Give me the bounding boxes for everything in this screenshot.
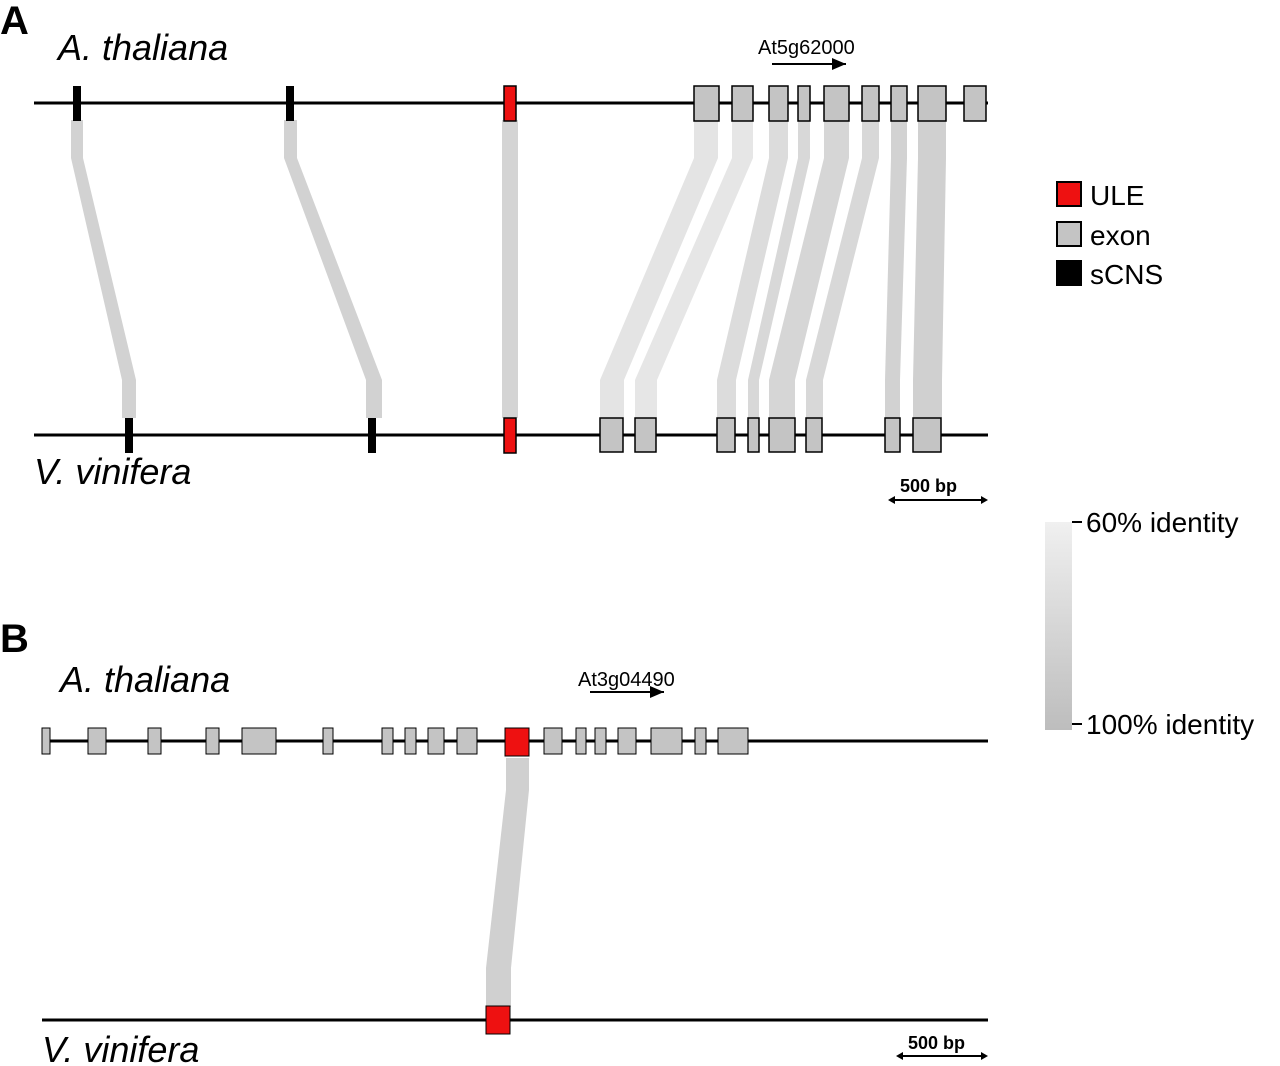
- panel-a: A A. thaliana V. vinifera At5g62000: [0, 0, 988, 504]
- legend-label-scns: sCNS: [1090, 259, 1163, 290]
- exon-box: [693, 85, 720, 122]
- exon-box: [805, 417, 823, 453]
- panel-a-scale-label: 500 bp: [900, 476, 957, 496]
- exon-box: [768, 417, 796, 453]
- panel-a-gene-label: At5g62000: [758, 37, 855, 59]
- exon-box: [884, 417, 901, 453]
- exon-box: [543, 727, 563, 755]
- alignment-connector: [769, 120, 849, 418]
- alignment-connector: [502, 120, 518, 418]
- exon-box: [427, 727, 445, 755]
- alignment-connector: [71, 120, 136, 418]
- ule-box: [485, 1005, 511, 1035]
- exon-box: [768, 85, 789, 122]
- panel-b-gene-label: At3g04490: [578, 669, 675, 691]
- exon-box: [731, 85, 754, 122]
- exon-box: [963, 85, 987, 122]
- scns-marker: [368, 418, 376, 453]
- alignment-connector: [913, 120, 946, 418]
- alignment-connector: [748, 120, 810, 418]
- panel-b-scale-label: 500 bp: [908, 1033, 965, 1053]
- identity-gradient-bar: [1045, 522, 1072, 730]
- panel-a-alignment-connectors: [71, 120, 946, 418]
- exon-box: [381, 727, 394, 755]
- exon-box: [404, 727, 417, 755]
- panel-b-top-species: A. thaliana: [58, 659, 230, 700]
- exon-box: [650, 727, 683, 755]
- identity-label-bottom: 100% identity: [1086, 709, 1254, 740]
- alignment-connector: [885, 120, 907, 418]
- ule-box: [504, 727, 530, 757]
- exon-box: [241, 727, 277, 755]
- scns-marker: [286, 86, 294, 121]
- feature-legend: ULE exon sCNS: [1056, 180, 1163, 290]
- legend-label-ule: ULE: [1090, 180, 1144, 211]
- exon-box: [634, 417, 657, 453]
- exon-box: [747, 417, 760, 453]
- panel-a-bottom-species: V. vinifera: [34, 451, 191, 492]
- exon-box: [575, 727, 587, 755]
- exon-box: [456, 727, 478, 755]
- panel-b: B A. thaliana V. vinifera At3g04490: [0, 617, 988, 1066]
- legend-swatch-exon: [1056, 221, 1082, 247]
- exon-box: [322, 727, 334, 755]
- identity-label-top: 60% identity: [1086, 507, 1239, 538]
- scns-marker: [125, 418, 133, 453]
- exon-box: [617, 727, 637, 755]
- exon-box: [861, 85, 880, 122]
- alignment-connector: [284, 120, 382, 418]
- exon-box: [917, 85, 947, 122]
- exon-box: [594, 727, 607, 755]
- exon-box: [41, 727, 51, 755]
- alignment-connector: [600, 120, 718, 418]
- alignment-connector: [806, 120, 879, 418]
- alignment-connector: [717, 120, 788, 418]
- panel-b-top-features: [41, 727, 749, 757]
- scns-marker: [73, 86, 81, 121]
- panel-b-letter: B: [0, 617, 29, 661]
- panel-b-scale-bar: 500 bp: [896, 1033, 988, 1060]
- exon-box: [823, 85, 850, 122]
- alignment-connector: [486, 758, 529, 1007]
- alignment-connector: [635, 120, 753, 418]
- legend-swatch-ule: [1056, 181, 1082, 207]
- panel-a-scale-bar: 500 bp: [888, 476, 988, 504]
- legend-swatch-scns: [1056, 260, 1082, 286]
- exon-box: [205, 727, 220, 755]
- panel-a-top-species: A. thaliana: [56, 27, 228, 68]
- exon-box: [147, 727, 162, 755]
- exon-box: [87, 727, 107, 755]
- exon-box: [694, 727, 707, 755]
- identity-scale: 60% identity 100% identity: [1045, 507, 1254, 740]
- panel-b-bottom-species: V. vinifera: [42, 1029, 199, 1066]
- exon-box: [717, 727, 749, 755]
- ule-box: [503, 85, 517, 122]
- exon-box: [912, 417, 942, 453]
- panel-a-bottom-features: [125, 417, 942, 454]
- exon-box: [890, 85, 908, 122]
- exon-box: [599, 417, 624, 453]
- panel-a-letter: A: [0, 0, 29, 43]
- legend-label-exon: exon: [1090, 220, 1151, 251]
- panel-a-top-features: [73, 85, 987, 122]
- exon-box: [716, 417, 736, 453]
- ule-box: [503, 417, 517, 454]
- exon-box: [797, 85, 811, 122]
